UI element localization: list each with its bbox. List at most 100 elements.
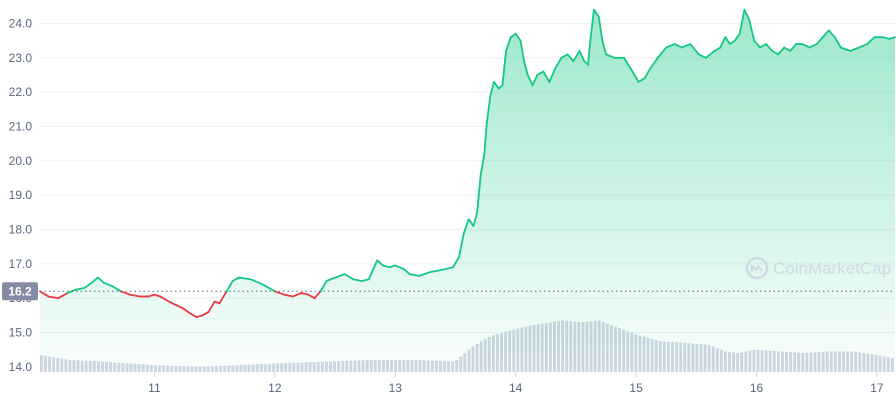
- price-segment: [493, 80, 500, 90]
- price-segment: [153, 293, 162, 298]
- price-segment: [589, 8, 595, 42]
- price-segment: [57, 292, 69, 300]
- x-tick-label: 15: [629, 381, 643, 395]
- price-segment: [501, 50, 507, 87]
- y-tick-label: 14.0: [9, 360, 33, 374]
- x-tick-label: 13: [389, 381, 403, 395]
- price-segment: [408, 273, 421, 277]
- price-segment: [801, 43, 811, 49]
- price-segment: [649, 56, 659, 69]
- price-segment: [483, 122, 488, 155]
- price-segment: [90, 276, 99, 284]
- price-segment: [705, 50, 716, 59]
- price-segment: [849, 46, 860, 52]
- price-segment: [182, 307, 192, 315]
- price-segment: [673, 43, 683, 49]
- price-segment: [643, 67, 652, 80]
- price-segment: [462, 218, 470, 234]
- price-segment: [452, 256, 460, 269]
- y-tick-label: 17.0: [9, 257, 33, 271]
- price-segment: [249, 278, 264, 286]
- price-segment: [237, 276, 252, 281]
- price-segment: [47, 295, 59, 300]
- x-tick-label: 14: [509, 381, 523, 395]
- y-tick-label: 24.0: [9, 16, 33, 30]
- price-segment: [201, 311, 210, 317]
- price-segment: [560, 53, 569, 59]
- price-segment: [313, 290, 322, 300]
- price-segment: [39, 290, 50, 298]
- x-tick-label: 17: [870, 381, 884, 395]
- price-segment: [195, 314, 204, 318]
- price-segment: [147, 293, 156, 298]
- price-segment: [388, 264, 397, 269]
- price-segment: [476, 173, 482, 214]
- y-tick-label: 19.0: [9, 188, 33, 202]
- price-segment: [697, 53, 707, 59]
- y-tick-label: 15.0: [9, 326, 33, 340]
- price-segment: [436, 268, 447, 272]
- x-tick-label: 12: [268, 381, 282, 395]
- price-segment: [729, 39, 736, 45]
- price-segment: [542, 70, 551, 83]
- price-segment: [719, 36, 727, 49]
- price-segment: [472, 211, 479, 227]
- price-segment: [572, 50, 581, 63]
- price-segment: [96, 276, 105, 284]
- y-tick-label: 18.0: [9, 222, 33, 236]
- price-segment: [605, 53, 616, 59]
- price-segment: [273, 290, 286, 296]
- reference-line: 16.2: [2, 282, 895, 301]
- price-segment: [888, 36, 896, 40]
- price-segment: [479, 153, 486, 176]
- price-segment: [352, 278, 363, 282]
- price-segment: [536, 70, 545, 76]
- price-segment: [218, 290, 228, 305]
- price-segment: [753, 39, 762, 49]
- price-segment: [882, 36, 890, 40]
- x-axis-ticks: 11 12 13 14 15 16 17: [148, 372, 884, 395]
- watermark-text: CoinMarketCap: [773, 259, 891, 278]
- price-segment: [418, 271, 430, 277]
- price-segment: [367, 259, 379, 281]
- price-segment: [231, 276, 240, 282]
- price-segment: [839, 46, 852, 52]
- price-segment: [815, 36, 824, 45]
- price-segment: [857, 43, 869, 49]
- y-axis-ticks: 14.015.016.017.018.019.020.021.022.023.0…: [9, 16, 33, 373]
- price-segment: [343, 273, 355, 281]
- price-segment: [531, 74, 539, 87]
- price-segment: [402, 268, 411, 276]
- price-segment: [759, 43, 768, 49]
- price-segment: [489, 80, 495, 97]
- price-segment: [159, 295, 170, 303]
- price-segment: [75, 286, 86, 291]
- price-segment: [724, 36, 731, 45]
- price-segment: [771, 50, 780, 56]
- price-segment: [334, 273, 346, 279]
- price-segment: [808, 43, 818, 49]
- y-tick-label: 20.0: [9, 154, 33, 168]
- price-segment: [656, 46, 668, 59]
- reference-badge-label: 16.2: [8, 284, 32, 298]
- price-segment: [827, 29, 836, 39]
- price-segment: [382, 264, 391, 269]
- price-segment: [376, 259, 385, 267]
- price-segment: [325, 276, 336, 282]
- price-area: [40, 9, 895, 372]
- y-tick-label: 22.0: [9, 85, 33, 99]
- price-segment: [566, 53, 575, 63]
- price-segment: [307, 293, 316, 300]
- price-segment: [833, 36, 842, 49]
- price-segment: [587, 39, 592, 66]
- price-segment: [300, 292, 310, 296]
- y-tick-label: 21.0: [9, 119, 33, 133]
- coinmarketcap-logo-icon: [745, 256, 769, 280]
- price-segment: [548, 67, 557, 83]
- price-area-fill: [40, 9, 895, 372]
- price-segment: [189, 312, 198, 318]
- price-segment: [765, 43, 774, 52]
- price-segment: [485, 94, 492, 124]
- price-segment: [523, 60, 529, 76]
